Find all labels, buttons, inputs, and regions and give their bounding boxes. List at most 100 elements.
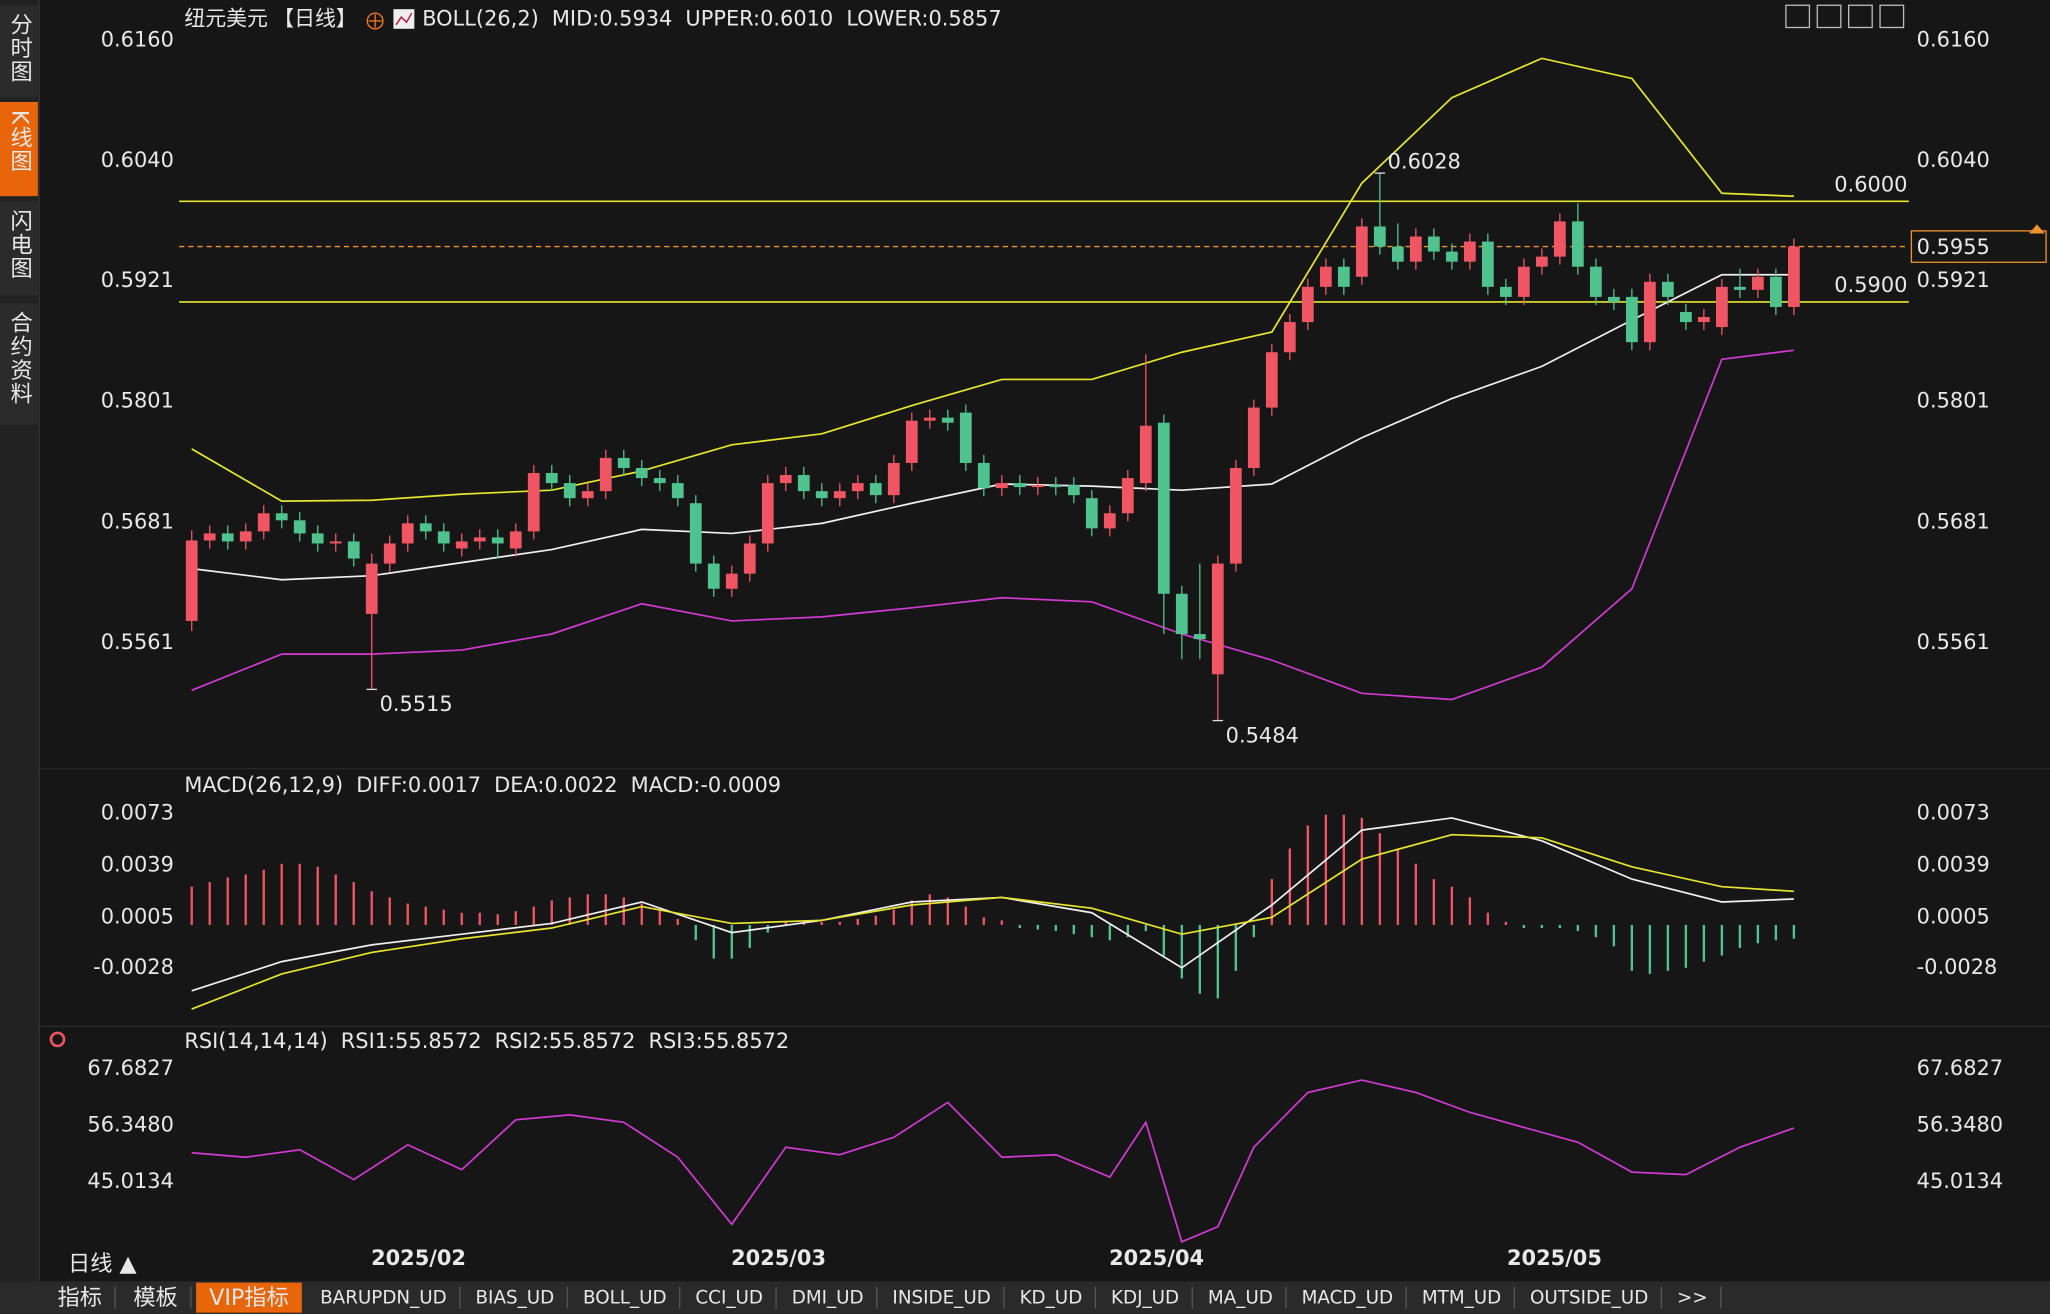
toolbar-tab-bg[interactable] [196,1282,302,1313]
indicator-name[interactable]: BOLL(26,2) [422,7,539,31]
toolbar-tab-bg[interactable] [569,1282,680,1313]
toolbar-tab-bg[interactable] [1194,1282,1286,1313]
macd-bar [460,912,463,925]
period-label[interactable]: 【日线】 [273,7,357,31]
toolbar-tab[interactable]: >> [1677,1287,1708,1308]
toolbar-tab-bg[interactable] [44,1282,116,1313]
toolbar-tab[interactable]: BARUPDN_UD [320,1287,447,1308]
y-tick-label: 0.0039 [101,852,174,876]
candle-body [473,537,486,542]
sidebar-tab[interactable] [0,201,38,296]
toolbar-tab-bg[interactable] [778,1282,877,1313]
toolbar-tab-bg[interactable] [1288,1282,1407,1313]
toolbar-tab-bg[interactable] [1006,1282,1096,1313]
macd-bar [1216,924,1219,999]
macd-bar [1648,924,1652,974]
sidebar-tab[interactable] [0,303,38,425]
sidebar-label[interactable]: K线图 [7,110,33,173]
x-tick-label: 2025/05 [1507,1246,1602,1270]
macd-bar [532,906,535,925]
candle-body [1049,485,1062,488]
toolbar-tab[interactable]: BOLL_UD [583,1287,667,1308]
toolbar-tab-bg[interactable] [1408,1282,1515,1313]
macd-bar [586,894,589,925]
sidebar-tab[interactable] [0,102,38,197]
icon-button[interactable] [1879,4,1905,29]
toolbar-tab-bg[interactable] [307,1282,460,1313]
indicator-readout: UPPER:0.6010 [685,7,833,31]
toolbar-tab-bg[interactable] [1097,1282,1193,1313]
candle-body [977,462,990,489]
macd-bar [406,903,409,925]
toolbar-tab-bg[interactable] [120,1282,191,1313]
toolbar-tab[interactable]: OUTSIDE_UD [1530,1287,1648,1308]
toolbar-tab[interactable]: 指标 [58,1285,102,1311]
macd-bar [1630,924,1634,971]
toolbar-tab[interactable]: KDJ_UD [1111,1287,1179,1308]
indicator-readout: MACD:-0.0009 [631,773,781,797]
toolbar-tab-bg[interactable] [682,1282,777,1313]
icon-button[interactable] [1848,4,1873,29]
toolbar-tab[interactable]: 模板 [133,1285,177,1311]
toolbar-tab-bg[interactable] [879,1282,1004,1313]
price-line-label: 0.5900 [1834,273,1907,297]
macd-bar [1432,879,1436,925]
macd-bar [1756,924,1760,944]
indicator-name[interactable]: MACD(26,12,9) [184,773,343,797]
candle-body [1769,276,1782,307]
macd-bar [262,869,265,925]
toolbar-tab[interactable]: VIP指标 [209,1285,289,1311]
candle-body [1355,226,1368,277]
candle-body [797,475,810,492]
settings-icon[interactable] [49,1031,66,1048]
toolbar-tab[interactable]: MA_UD [1208,1287,1273,1308]
toolbar-tab-bg[interactable] [1516,1282,1662,1313]
toolbar-tab[interactable]: KD_UD [1020,1287,1083,1308]
y-tick-label: 0.0005 [101,904,174,928]
candle-body [1175,593,1188,635]
candle-body [725,573,738,589]
toolbar-tab-bg[interactable] [462,1282,568,1313]
y-tick-label-right: -0.0028 [1917,955,1998,979]
macd-bar [1378,833,1382,925]
macd-bar [1612,924,1616,947]
indicator-name[interactable]: RSI(14,14,14) [184,1029,327,1053]
macd-bar [1720,924,1724,956]
sidebar-tab[interactable] [0,5,38,97]
toolbar-tab[interactable]: CCI_UD [695,1287,763,1308]
icon-button[interactable] [1816,4,1842,29]
y-tick-label-right: 0.6040 [1917,148,1990,172]
y-tick-label: 67.6827 [87,1056,173,1080]
toolbar-tab[interactable]: DMI_UD [792,1287,864,1308]
period-button[interactable]: 日线 ▲ [68,1251,138,1277]
candle-body [1751,276,1764,290]
toolbar-tab[interactable]: BIAS_UD [476,1287,555,1308]
toolbar-tab-bg[interactable] [1663,1282,1721,1313]
macd-bar [1540,924,1544,929]
indicator-readout: RSI1:55.8572 [341,1029,482,1053]
sidebar-label[interactable]: 分时图 [7,13,33,84]
macd-bar [1288,848,1292,925]
macd-bar [1792,924,1796,939]
toolbar-tab[interactable]: INSIDE_UD [892,1287,990,1308]
toolbar-tab[interactable]: MACD_UD [1302,1287,1393,1308]
candle-body [851,483,864,492]
toolbar-tab[interactable]: MTM_UD [1422,1287,1501,1308]
window-buttons[interactable] [1785,4,1905,29]
macd-bar [190,886,193,925]
sidebar-label[interactable]: 合约资料 [7,311,33,406]
candle-body [1427,236,1440,252]
macd-bar [892,909,895,925]
sidebar-label[interactable]: 闪电图 [7,209,33,280]
candle-body [1157,422,1170,594]
candle-body [995,483,1008,489]
candle-body [257,513,270,532]
add-icon[interactable] [366,12,384,30]
macd-bar [964,906,967,925]
macd-bar [1468,897,1472,925]
macd-bar [208,882,211,925]
icon-button[interactable] [1785,4,1811,29]
macd-bar [1126,924,1129,938]
candle-body [1391,246,1404,262]
candle-body [1697,317,1710,323]
